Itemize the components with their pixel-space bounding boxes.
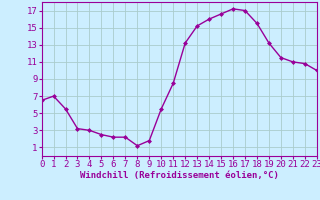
X-axis label: Windchill (Refroidissement éolien,°C): Windchill (Refroidissement éolien,°C): [80, 171, 279, 180]
